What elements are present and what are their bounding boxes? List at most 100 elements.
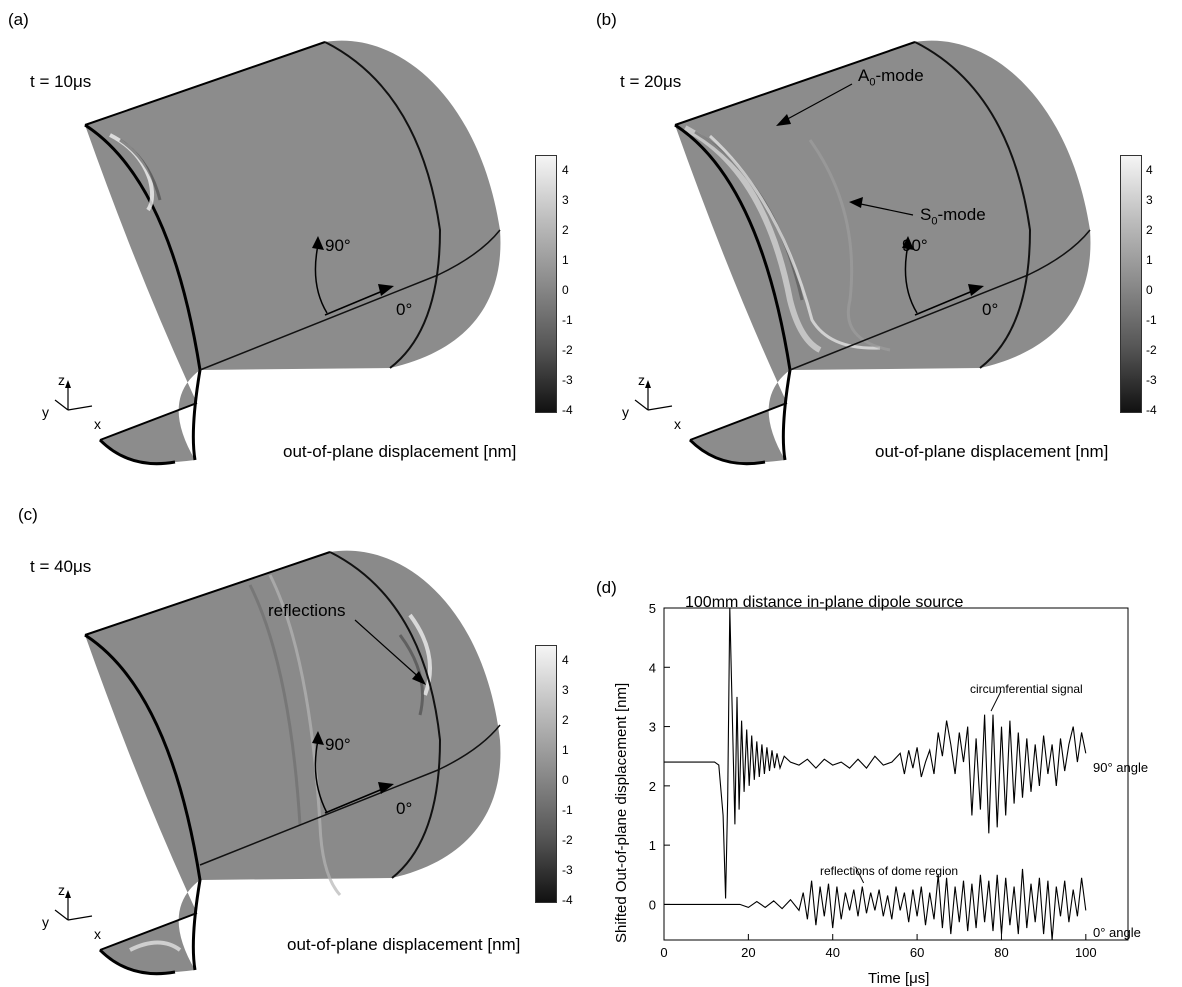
s0-pointer-line: [855, 202, 914, 216]
axes-layer: 0 20 40 60 80 100 0 1 2 3 4 5: [649, 601, 1129, 960]
triad-x-label: x: [674, 416, 681, 432]
colorbar-tick: -1: [562, 313, 573, 327]
reflection-pointer-line: [354, 619, 423, 681]
annotation-arrow-circumferential: [990, 690, 1002, 712]
x-tick-label: 60: [910, 945, 924, 960]
series-line-90-angle: [664, 607, 1087, 899]
x-tick-label: 40: [825, 945, 839, 960]
colorbar-tick: -1: [1146, 313, 1157, 327]
y-tick-label: 3: [649, 720, 656, 735]
colorbar-tick: 4: [562, 163, 569, 177]
colorbar-tick: -4: [562, 893, 573, 907]
wavefront-s0: [708, 134, 881, 350]
bottom-edge: [99, 402, 198, 441]
s0-pointer-head: [849, 197, 863, 208]
bottom-edge: [689, 402, 788, 441]
colorbar-title: out-of-plane displacement [nm]: [875, 442, 1109, 461]
triad-z-arrowhead: [65, 890, 71, 898]
colorbar-tick: 4: [562, 653, 569, 667]
panel-label: (a): [8, 10, 29, 29]
x-axis-label: Time [μs]: [868, 970, 929, 987]
colorbar-tick: -1: [562, 803, 573, 817]
triad-x-label: x: [94, 926, 101, 942]
a0-mode-suffix: -mode: [875, 66, 924, 85]
a0-mode-letter: A: [858, 66, 870, 85]
mode-arrows: [776, 83, 914, 216]
x-tick-label: 0: [660, 945, 667, 960]
triad-z-label: z: [638, 372, 645, 388]
wavefront-reflection-2: [248, 584, 302, 826]
shell-top-edge: [84, 551, 331, 636]
time-label: t = 20μs: [620, 72, 682, 91]
triad-y-label: y: [42, 404, 49, 420]
angle-90-arrow: [314, 244, 328, 314]
shell-cut-edge: [84, 123, 202, 461]
a0-mode-label: A0-mode: [858, 66, 924, 88]
s0-mode-sub: 0: [931, 215, 938, 228]
annotation-dome-reflections: reflections of dome region: [820, 864, 958, 878]
a0-pointer-line: [781, 83, 853, 123]
angle-0-arrow: [324, 787, 386, 814]
colorbar-tick: 0: [1146, 283, 1153, 297]
angle-90-arrowhead: [312, 731, 324, 745]
line-chart: 0 20 40 60 80 100 0 1 2 3 4 5 100mm distance in-pla…: [613, 594, 1148, 987]
series-label-0: 0° angle: [1093, 925, 1141, 940]
midline: [199, 229, 501, 371]
angle-0-arrowhead: [968, 284, 984, 296]
colorbar-tick: 3: [1146, 193, 1153, 207]
angle-90-arrowhead: [902, 236, 914, 250]
x-tick-label: 100: [1075, 945, 1097, 960]
panel-b: (b) t = 20μs A0-mode S0-mode 90° 0° z y …: [590, 0, 1182, 480]
triad-y-axis: [634, 399, 649, 411]
triad-y-axis: [54, 399, 69, 411]
axes-triad: [54, 890, 93, 921]
colorbar-tick: -3: [1146, 373, 1157, 387]
triad-z-label: z: [58, 372, 65, 388]
angle-0-arrowhead: [378, 284, 394, 296]
dome-ring: [914, 41, 1032, 369]
time-label: t = 10μs: [30, 72, 92, 91]
colorbar: [1120, 155, 1142, 413]
reflection-pointer-head: [412, 671, 426, 685]
x-tick-label: 80: [994, 945, 1008, 960]
angle-0-label: 0°: [396, 300, 413, 319]
dome-ring: [324, 41, 442, 369]
label-layer: 100mm distance in-plane dipole source Ti…: [613, 594, 1148, 987]
panel-c: (c) t = 40μs reflections 90° 0° z y x 4 …: [0, 495, 600, 987]
colorbar-title: out-of-plane displacement [nm]: [287, 935, 521, 954]
shell-surface: [675, 40, 1091, 463]
angle-0-arrow: [324, 289, 386, 316]
angle-90-arrowhead: [312, 236, 324, 250]
y-axis-label: Shifted Out-of-plane displacement [nm]: [613, 683, 630, 943]
triad-y-label: y: [622, 404, 629, 420]
time-label: t = 40μs: [30, 557, 92, 576]
colorbar-tick: 2: [1146, 223, 1153, 237]
shell-cut-edge: [84, 633, 202, 971]
angle-90-arrow: [314, 739, 328, 814]
midline: [789, 229, 1091, 371]
colorbar-tick: 4: [1146, 163, 1153, 177]
shell-surface: [85, 40, 501, 463]
midline: [199, 724, 501, 866]
lower-wave: [129, 940, 182, 952]
axes-triad: [634, 380, 673, 411]
series-layer: [664, 607, 1087, 941]
bottom-lip: [98, 438, 176, 466]
x-tick-label: 20: [741, 945, 755, 960]
shell-plot-b: [634, 40, 1091, 466]
reflections-label: reflections: [268, 601, 346, 620]
annotation-arrow-dome-reflections: [855, 866, 865, 884]
s0-mode-label: S0-mode: [920, 205, 986, 227]
angle-90-label: 90°: [902, 236, 928, 255]
chart-title: 100mm distance in-plane dipole source: [685, 594, 963, 611]
bottom-lip: [688, 438, 766, 466]
shell-plot-a: [54, 40, 501, 466]
y-tick-label: 4: [649, 660, 656, 675]
angle-marker: [312, 236, 394, 316]
triad-y-axis: [54, 909, 69, 921]
dome-reflection: [408, 613, 432, 696]
colorbar: [535, 645, 557, 903]
panel-label: (b): [596, 10, 617, 29]
triad-x-axis: [647, 405, 673, 411]
shell-plot-c: [54, 550, 501, 976]
